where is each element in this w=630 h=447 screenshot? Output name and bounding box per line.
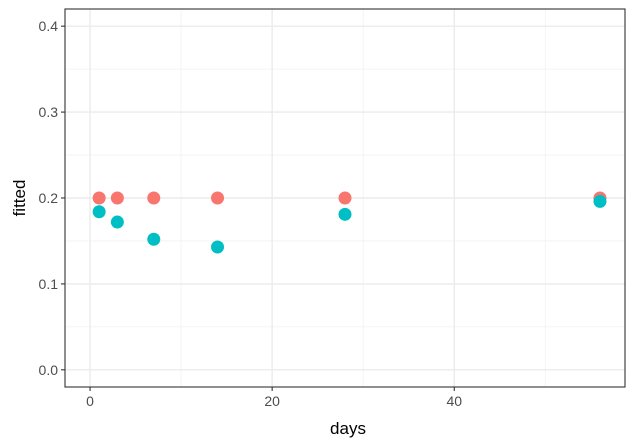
y-axis-title: fitted [10,180,29,217]
data-point [593,194,607,208]
x-tick-label: 40 [446,393,462,409]
data-point [92,191,106,205]
y-tick-label: 0.4 [39,18,59,34]
x-axis-title: days [330,419,366,438]
data-point [211,240,225,254]
data-point [92,205,106,219]
data-point [211,191,225,205]
data-point [147,191,161,205]
x-tick-label: 0 [86,393,94,409]
y-axis-ticks: 0.0 0.1 0.2 0.3 0.4 [39,18,65,378]
y-tick-label: 0.1 [39,276,59,292]
data-point [338,207,352,221]
data-point [338,191,352,205]
y-tick-label: 0.3 [39,104,59,120]
x-axis-ticks: 0 20 40 [86,387,462,409]
data-point [147,232,161,246]
data-point [110,215,124,229]
x-tick-label: 20 [264,393,280,409]
data-points [92,191,607,254]
y-tick-label: 0.2 [39,190,59,206]
data-point [110,191,124,205]
y-tick-label: 0.0 [39,362,59,378]
